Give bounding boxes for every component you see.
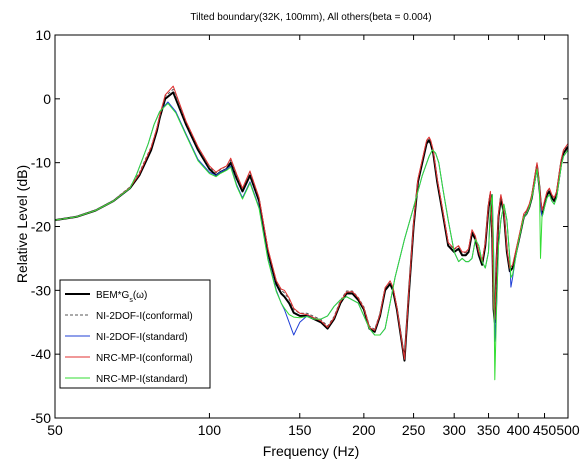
legend-label: NRC-MP-I(conformal) xyxy=(96,353,193,364)
legend-label: BEM*Gs(ω) xyxy=(96,290,147,304)
legend-label: NRC-MP-I(standard) xyxy=(96,374,188,385)
x-tick-label: 350 xyxy=(477,422,501,438)
legend-label: NI-2DOF-I(standard) xyxy=(96,332,188,343)
series-line-4 xyxy=(55,85,568,360)
x-tick-label: 400 xyxy=(507,422,531,438)
x-tick-label: 150 xyxy=(288,422,312,438)
legend-box xyxy=(59,279,211,389)
y-tick-label: 10 xyxy=(35,27,51,43)
y-tick-label: -20 xyxy=(31,219,51,235)
x-tick-label: 50 xyxy=(47,422,63,438)
y-tick-label: -50 xyxy=(31,410,51,426)
y-tick-label: -10 xyxy=(31,155,51,171)
series-line-5 xyxy=(55,102,568,381)
series-group xyxy=(55,85,568,381)
x-axis-title: Frequency (Hz) xyxy=(263,443,359,459)
chart-title: Tilted boundary(32K, 100mm), All others(… xyxy=(190,12,431,23)
y-axis-title: Relative Level (dB) xyxy=(14,165,30,283)
y-tick-label: -30 xyxy=(31,282,51,298)
x-tick-label: 300 xyxy=(443,422,467,438)
x-tick-label: 500 xyxy=(556,422,580,438)
x-tick-label: 450 xyxy=(533,422,557,438)
x-tick-label: 100 xyxy=(198,422,222,438)
x-tick-label: 250 xyxy=(402,422,426,438)
plot-area: -50 -40 -30 -20 -10 0 10 50 100 150 200 250 300 350 40… xyxy=(31,27,580,438)
legend: BEM*Gs(ω) NI-2DOF-I(conformal) NI-2DOF-I(s… xyxy=(59,279,211,389)
x-tick-label: 200 xyxy=(352,422,376,438)
y-tick-label: -40 xyxy=(31,346,51,362)
legend-label: NI-2DOF-I(conformal) xyxy=(96,311,193,322)
y-tick-label: 0 xyxy=(43,91,51,107)
